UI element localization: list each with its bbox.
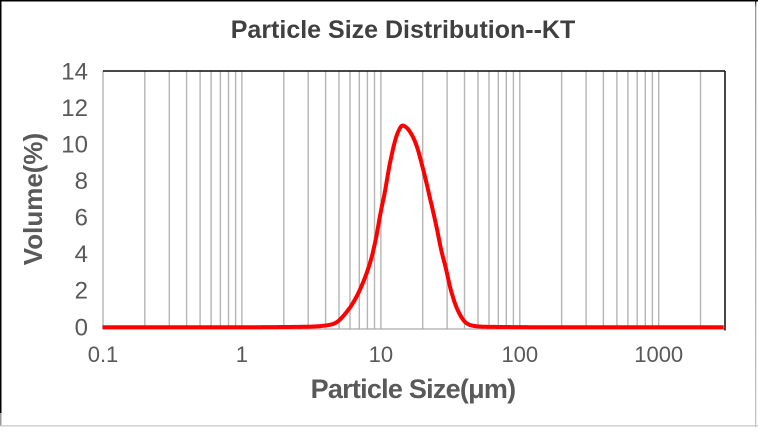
- svg-text:Volume(%): Volume(%): [18, 133, 48, 265]
- svg-text:10: 10: [369, 342, 393, 367]
- svg-text:0.1: 0.1: [88, 342, 119, 367]
- svg-text:0: 0: [75, 314, 88, 341]
- svg-text:100: 100: [501, 342, 538, 367]
- svg-text:6: 6: [75, 205, 88, 232]
- svg-text:1000: 1000: [634, 342, 683, 367]
- svg-text:Particle Size Distribution--KT: Particle Size Distribution--KT: [231, 16, 575, 44]
- svg-text:12: 12: [61, 95, 88, 122]
- svg-text:2: 2: [75, 278, 88, 305]
- svg-text:8: 8: [75, 168, 88, 195]
- svg-text:10: 10: [61, 131, 88, 158]
- svg-text:14: 14: [61, 58, 88, 85]
- svg-text:Particle Size(μm): Particle Size(μm): [311, 374, 516, 404]
- svg-text:4: 4: [75, 241, 88, 268]
- svg-text:1: 1: [236, 342, 248, 367]
